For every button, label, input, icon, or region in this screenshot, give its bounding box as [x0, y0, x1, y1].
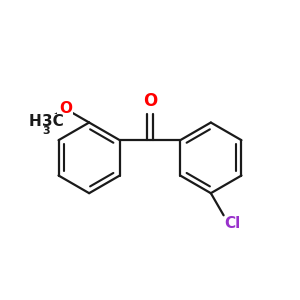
Text: 3: 3 — [42, 126, 50, 136]
Text: H: H — [29, 114, 41, 129]
Text: Cl: Cl — [225, 216, 241, 231]
Text: 3C: 3C — [41, 114, 63, 129]
Text: O: O — [59, 101, 72, 116]
Text: O: O — [143, 92, 157, 110]
